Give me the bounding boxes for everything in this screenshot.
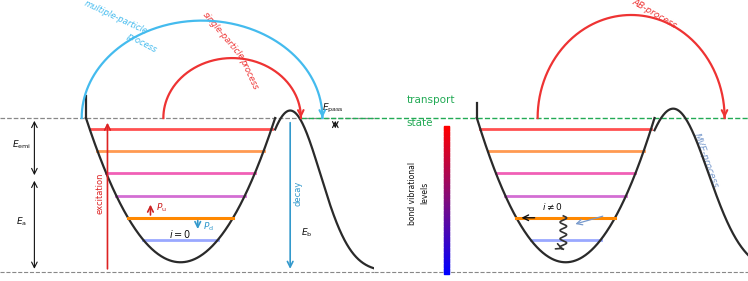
Text: process: process: [239, 57, 260, 90]
Text: $i \neq 0$: $i \neq 0$: [542, 202, 562, 212]
Text: $P_{\rm d}$: $P_{\rm d}$: [203, 220, 214, 232]
Text: $E_{\rm pass}$: $E_{\rm pass}$: [322, 102, 344, 115]
Text: $E_{\rm a}$: $E_{\rm a}$: [16, 216, 27, 228]
Text: MVE-process: MVE-process: [692, 132, 720, 189]
Text: state: state: [407, 117, 433, 128]
Text: decay: decay: [293, 180, 302, 206]
Text: transport: transport: [407, 95, 456, 105]
Text: single-particle: single-particle: [201, 10, 246, 62]
Text: $P_{\rm u}$: $P_{\rm u}$: [156, 201, 167, 214]
Text: $i = 0$: $i = 0$: [170, 228, 191, 240]
Text: multiple-particle: multiple-particle: [83, 0, 150, 36]
Text: process: process: [126, 31, 159, 55]
Text: $E_{\rm emi}$: $E_{\rm emi}$: [12, 139, 31, 151]
Text: bond vibrational
levels: bond vibrational levels: [408, 161, 429, 225]
Text: AB-process: AB-process: [631, 0, 678, 30]
Text: excitation: excitation: [95, 172, 104, 214]
Text: $E_{\rm b}$: $E_{\rm b}$: [301, 226, 313, 239]
